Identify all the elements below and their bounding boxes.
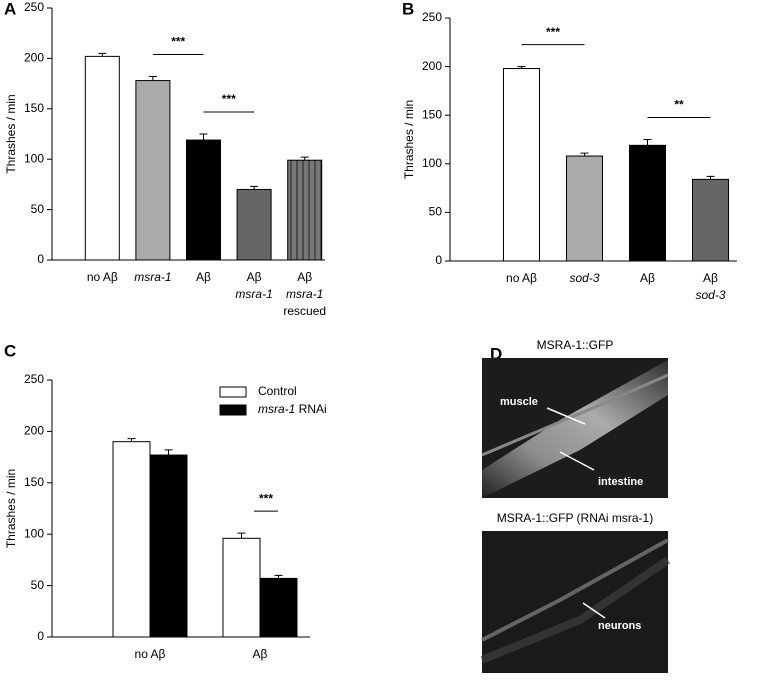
- error-bar: [164, 449, 173, 456]
- y-axis-label: Thrashes / min: [4, 469, 18, 548]
- y-tick-label: 0: [435, 253, 442, 267]
- legend-label: Control: [258, 384, 297, 398]
- legend-swatch: [219, 386, 247, 398]
- y-tick-label: 50: [31, 202, 45, 216]
- error-bar: [250, 185, 259, 190]
- legend-word: msra-1: [258, 402, 295, 416]
- x-tick-label: msra-1: [134, 270, 171, 284]
- significance-label: ***: [546, 25, 560, 39]
- worm-muscle: [481, 373, 669, 457]
- panel-label: B: [402, 0, 414, 18]
- image-title: MSRA-1::GFP: [537, 338, 614, 352]
- x-tick-label: no Aβ: [87, 270, 118, 284]
- y-tick-label: 150: [422, 107, 442, 121]
- y-axis-label: Thrashes / min: [402, 100, 416, 179]
- error-bar: [300, 156, 309, 161]
- error-bar: [517, 66, 526, 69]
- x-tick-label: msra-1: [235, 287, 272, 301]
- y-tick-label: 200: [24, 51, 44, 65]
- x-tick-label: Aβ: [247, 270, 262, 284]
- x-tick-label: Aβ: [253, 647, 268, 661]
- worm-body: [480, 556, 671, 664]
- image-label: intestine: [598, 476, 643, 488]
- error-bar: [127, 438, 136, 442]
- y-tick-label: 200: [422, 59, 442, 73]
- x-tick-label: sod-3: [695, 288, 725, 302]
- x-tick-label: no Aβ: [506, 271, 537, 285]
- y-tick-label: 100: [24, 526, 44, 540]
- y-tick-label: 0: [37, 252, 44, 266]
- bar: [629, 144, 666, 262]
- x-tick-label: Aβ: [703, 271, 718, 285]
- y-tick-label: 150: [24, 101, 44, 115]
- error-bar: [706, 175, 715, 180]
- significance-label: ***: [171, 35, 185, 49]
- image-title: MSRA-1::GFP (RNAi msra-1): [497, 511, 653, 525]
- bar: [135, 80, 171, 261]
- arrow: [559, 451, 595, 471]
- bar: [112, 441, 151, 638]
- arrow: [546, 407, 586, 425]
- x-tick-label: rescued: [283, 304, 326, 318]
- bar: [503, 68, 540, 262]
- bar: [84, 55, 120, 261]
- x-tick-label: no Aβ: [135, 647, 166, 661]
- bar: [692, 178, 729, 262]
- x-tick-label: Aβ: [640, 271, 655, 285]
- significance-label: ***: [222, 92, 236, 106]
- bar: [236, 188, 272, 261]
- worm-neurons: [481, 538, 669, 642]
- legend-label: msra-1 RNAi: [258, 402, 327, 416]
- legend-word: RNAi: [295, 402, 326, 416]
- error-bar: [643, 139, 652, 146]
- legend-swatch: [219, 404, 247, 416]
- y-tick-label: 100: [422, 156, 442, 170]
- image-label: neurons: [598, 620, 641, 632]
- bar: [566, 155, 603, 262]
- y-tick-label: 50: [31, 578, 45, 592]
- bar: [259, 577, 298, 638]
- y-tick-label: 100: [24, 151, 44, 165]
- x-tick-label: Aβ: [196, 270, 211, 284]
- error-bar: [98, 52, 107, 57]
- y-tick-label: 250: [24, 372, 44, 386]
- error-bar: [148, 76, 157, 81]
- y-tick-label: 200: [24, 424, 44, 438]
- x-tick-label: Aβ: [297, 270, 312, 284]
- panel-label: A: [4, 0, 16, 18]
- error-bar: [274, 574, 283, 579]
- y-tick-label: 150: [24, 475, 44, 489]
- bar: [287, 159, 323, 261]
- bar: [186, 139, 221, 261]
- y-tick-label: 250: [422, 10, 442, 24]
- x-tick-label: msra-1: [286, 287, 323, 301]
- significance-label: ***: [259, 491, 273, 505]
- error-bar: [237, 532, 246, 539]
- error-bar: [580, 152, 589, 157]
- y-axis-label: Thrashes / min: [4, 94, 18, 173]
- bar: [149, 454, 188, 638]
- bar: [222, 537, 261, 638]
- x-tick-label: sod-3: [569, 271, 599, 285]
- y-tick-label: 50: [429, 205, 443, 219]
- y-tick-label: 0: [37, 629, 44, 643]
- error-bar: [199, 133, 208, 141]
- y-tick-label: 250: [24, 0, 44, 14]
- arrow: [582, 602, 606, 619]
- image-label: muscle: [500, 396, 538, 408]
- panel-label: C: [4, 341, 16, 360]
- significance-label: **: [674, 98, 684, 112]
